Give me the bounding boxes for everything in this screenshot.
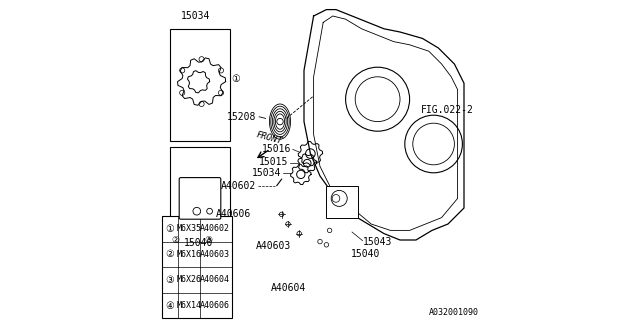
Text: 15034: 15034 xyxy=(180,11,210,21)
Text: A032001090: A032001090 xyxy=(428,308,479,317)
Bar xyxy=(326,186,358,218)
Text: ③: ③ xyxy=(165,275,174,285)
Text: M6X26: M6X26 xyxy=(176,276,202,284)
Text: 15208: 15208 xyxy=(227,112,256,122)
Text: ②: ② xyxy=(172,236,179,245)
Text: A40602: A40602 xyxy=(221,180,256,191)
Text: A40604: A40604 xyxy=(270,283,306,293)
Text: 15040: 15040 xyxy=(351,249,380,260)
Text: ③: ③ xyxy=(204,236,212,245)
Text: ②: ② xyxy=(165,249,174,260)
Text: 15015: 15015 xyxy=(259,156,288,167)
Text: 15040: 15040 xyxy=(184,238,213,248)
Text: A40604: A40604 xyxy=(200,276,229,284)
Text: ①: ① xyxy=(165,224,174,234)
Text: A40602: A40602 xyxy=(200,224,229,233)
Text: ①: ① xyxy=(231,74,239,84)
Text: 15016: 15016 xyxy=(262,144,291,154)
Text: A40606: A40606 xyxy=(216,209,251,220)
Text: A40603: A40603 xyxy=(200,250,229,259)
Bar xyxy=(170,29,230,141)
Text: FIG.022-2: FIG.022-2 xyxy=(421,105,474,116)
Text: A40606: A40606 xyxy=(200,301,229,310)
FancyBboxPatch shape xyxy=(179,178,221,219)
Bar xyxy=(170,147,230,250)
Text: M6X35: M6X35 xyxy=(176,224,202,233)
Text: 15034: 15034 xyxy=(252,168,282,178)
Bar xyxy=(161,216,232,318)
Text: M6X14: M6X14 xyxy=(176,301,202,310)
Text: FRONT: FRONT xyxy=(255,130,283,146)
Text: ④: ④ xyxy=(165,300,174,311)
Text: M6X16: M6X16 xyxy=(176,250,202,259)
Text: 15043: 15043 xyxy=(364,236,392,247)
Text: A40603: A40603 xyxy=(256,241,291,252)
